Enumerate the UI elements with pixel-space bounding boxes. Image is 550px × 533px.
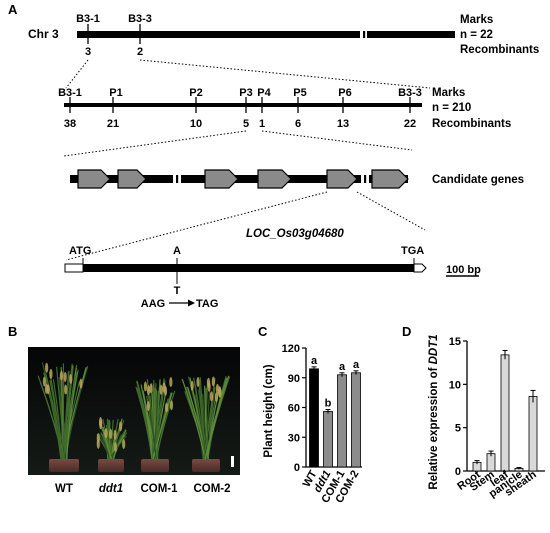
y-tick-label: 5 xyxy=(455,423,461,435)
bar xyxy=(323,411,333,468)
gene-structure xyxy=(64,263,427,273)
recombinant-count: 5 xyxy=(243,118,249,130)
gene-arrow xyxy=(257,169,292,189)
bar xyxy=(351,372,361,468)
y-tick-label: 15 xyxy=(449,336,461,348)
recombinant-count: 6 xyxy=(295,118,301,130)
start-codon-label: ATG xyxy=(69,245,91,257)
y-tick-label: 30 xyxy=(288,432,300,444)
significance-letter: a xyxy=(353,359,360,371)
stop-codon-label: TGA xyxy=(401,245,424,257)
y-tick-label: 0 xyxy=(294,462,300,474)
marker-label: B3-3 xyxy=(398,87,422,99)
panel-b: B WT ddt1 COM-1 COM-2 xyxy=(8,324,240,495)
y-axis-title: Plant height (cm) xyxy=(263,364,275,457)
fine-map-ticks xyxy=(69,97,411,113)
recombinant-count: 13 xyxy=(337,118,349,130)
candidate-genes-label: Candidate genes xyxy=(432,174,524,186)
gene-arrow-target xyxy=(326,169,358,189)
recombinant-count: 10 xyxy=(190,118,202,130)
scale-label: 100 bp xyxy=(446,264,481,276)
marker-label: B3-1 xyxy=(58,87,82,99)
bar xyxy=(337,374,347,468)
y-axis-title: Relative expression of DDT1 xyxy=(428,334,440,489)
panel-a-label: A xyxy=(8,2,18,17)
reference-base: A xyxy=(173,245,181,257)
recombinant-count: 21 xyxy=(107,118,119,130)
n-label: n = 22 xyxy=(460,29,493,41)
bar xyxy=(500,354,510,472)
rice-plant xyxy=(37,362,89,472)
zoom-line xyxy=(261,130,413,151)
marker-label: P1 xyxy=(109,87,122,99)
rice-plant xyxy=(96,417,128,472)
recombinants-title: Recombinants xyxy=(432,118,511,130)
recombinant-count: 3 xyxy=(85,46,91,58)
panel-b-label: B xyxy=(8,324,17,339)
significance-letter: a xyxy=(339,361,346,373)
rice-plant xyxy=(181,375,231,472)
gene-arrow xyxy=(117,169,147,189)
codon-wild-type: AAG xyxy=(141,298,165,310)
recombinants-title: Recombinants xyxy=(460,44,539,56)
y-tick-label: 60 xyxy=(288,403,300,415)
recombinant-count: 2 xyxy=(137,46,143,58)
zoom-line xyxy=(356,191,426,231)
fine-map-bar xyxy=(64,103,422,107)
gene-arrow xyxy=(204,169,239,189)
panel-c-label: C xyxy=(258,324,268,339)
y-tick-label: 90 xyxy=(288,373,300,385)
panel-c: C Plant height (cm) 0306090120aWTbddt1aC… xyxy=(258,324,362,505)
recombinant-count: 1 xyxy=(259,118,265,130)
significance-letter: b xyxy=(325,397,332,409)
marker-label: P3 xyxy=(239,87,252,99)
zoom-line xyxy=(139,59,431,89)
bar xyxy=(528,396,538,472)
n-label: n = 210 xyxy=(432,102,471,114)
marker-label: P5 xyxy=(293,87,306,99)
codon-mutant: TAG xyxy=(196,298,218,310)
marker-label: P2 xyxy=(189,87,202,99)
line-label-wt: WT xyxy=(55,483,73,495)
rice-plant xyxy=(135,377,176,472)
y-tick-label: 10 xyxy=(449,379,461,391)
zoom-line xyxy=(63,130,247,157)
line-label-ddt1: ddt1 xyxy=(99,483,123,495)
bar xyxy=(309,368,319,468)
line-label-com-1: COM-1 xyxy=(140,483,178,495)
zoom-line xyxy=(65,191,328,261)
recombinant-count: 22 xyxy=(404,118,416,130)
plant-photo xyxy=(28,347,240,475)
line-label-com-2: COM-2 xyxy=(193,483,230,495)
marker-label: B3-3 xyxy=(128,13,152,25)
marks-title: Marks xyxy=(432,87,465,99)
marks-title: Marks xyxy=(460,14,493,26)
chromosome-bar xyxy=(77,31,455,38)
panel-d-label: D xyxy=(402,324,411,339)
alternate-base: T xyxy=(174,285,181,297)
marker-label: P4 xyxy=(257,87,271,99)
candidate-genes-track xyxy=(70,169,409,189)
marker-label: P6 xyxy=(338,87,351,99)
gene-arrow xyxy=(77,169,111,189)
y-tick-label: 120 xyxy=(282,343,300,355)
significance-letter: a xyxy=(311,355,318,367)
chromosome-label: Chr 3 xyxy=(28,27,59,41)
y-tick-label: 0 xyxy=(455,466,461,478)
marker-label: B3-1 xyxy=(76,13,100,25)
gene-arrow xyxy=(371,169,409,189)
gene-name: LOC_Os03g04680 xyxy=(246,228,344,240)
panel-d: D Relative expression of DDT1 051015Root… xyxy=(402,324,545,500)
recombinant-count: 38 xyxy=(64,118,76,130)
panel-a: A Chr 3 B3-1 B3-3 3 2 Marks n = 22 Recom… xyxy=(8,2,539,310)
zoom-line xyxy=(65,59,89,89)
right-arrow-icon xyxy=(169,299,195,307)
